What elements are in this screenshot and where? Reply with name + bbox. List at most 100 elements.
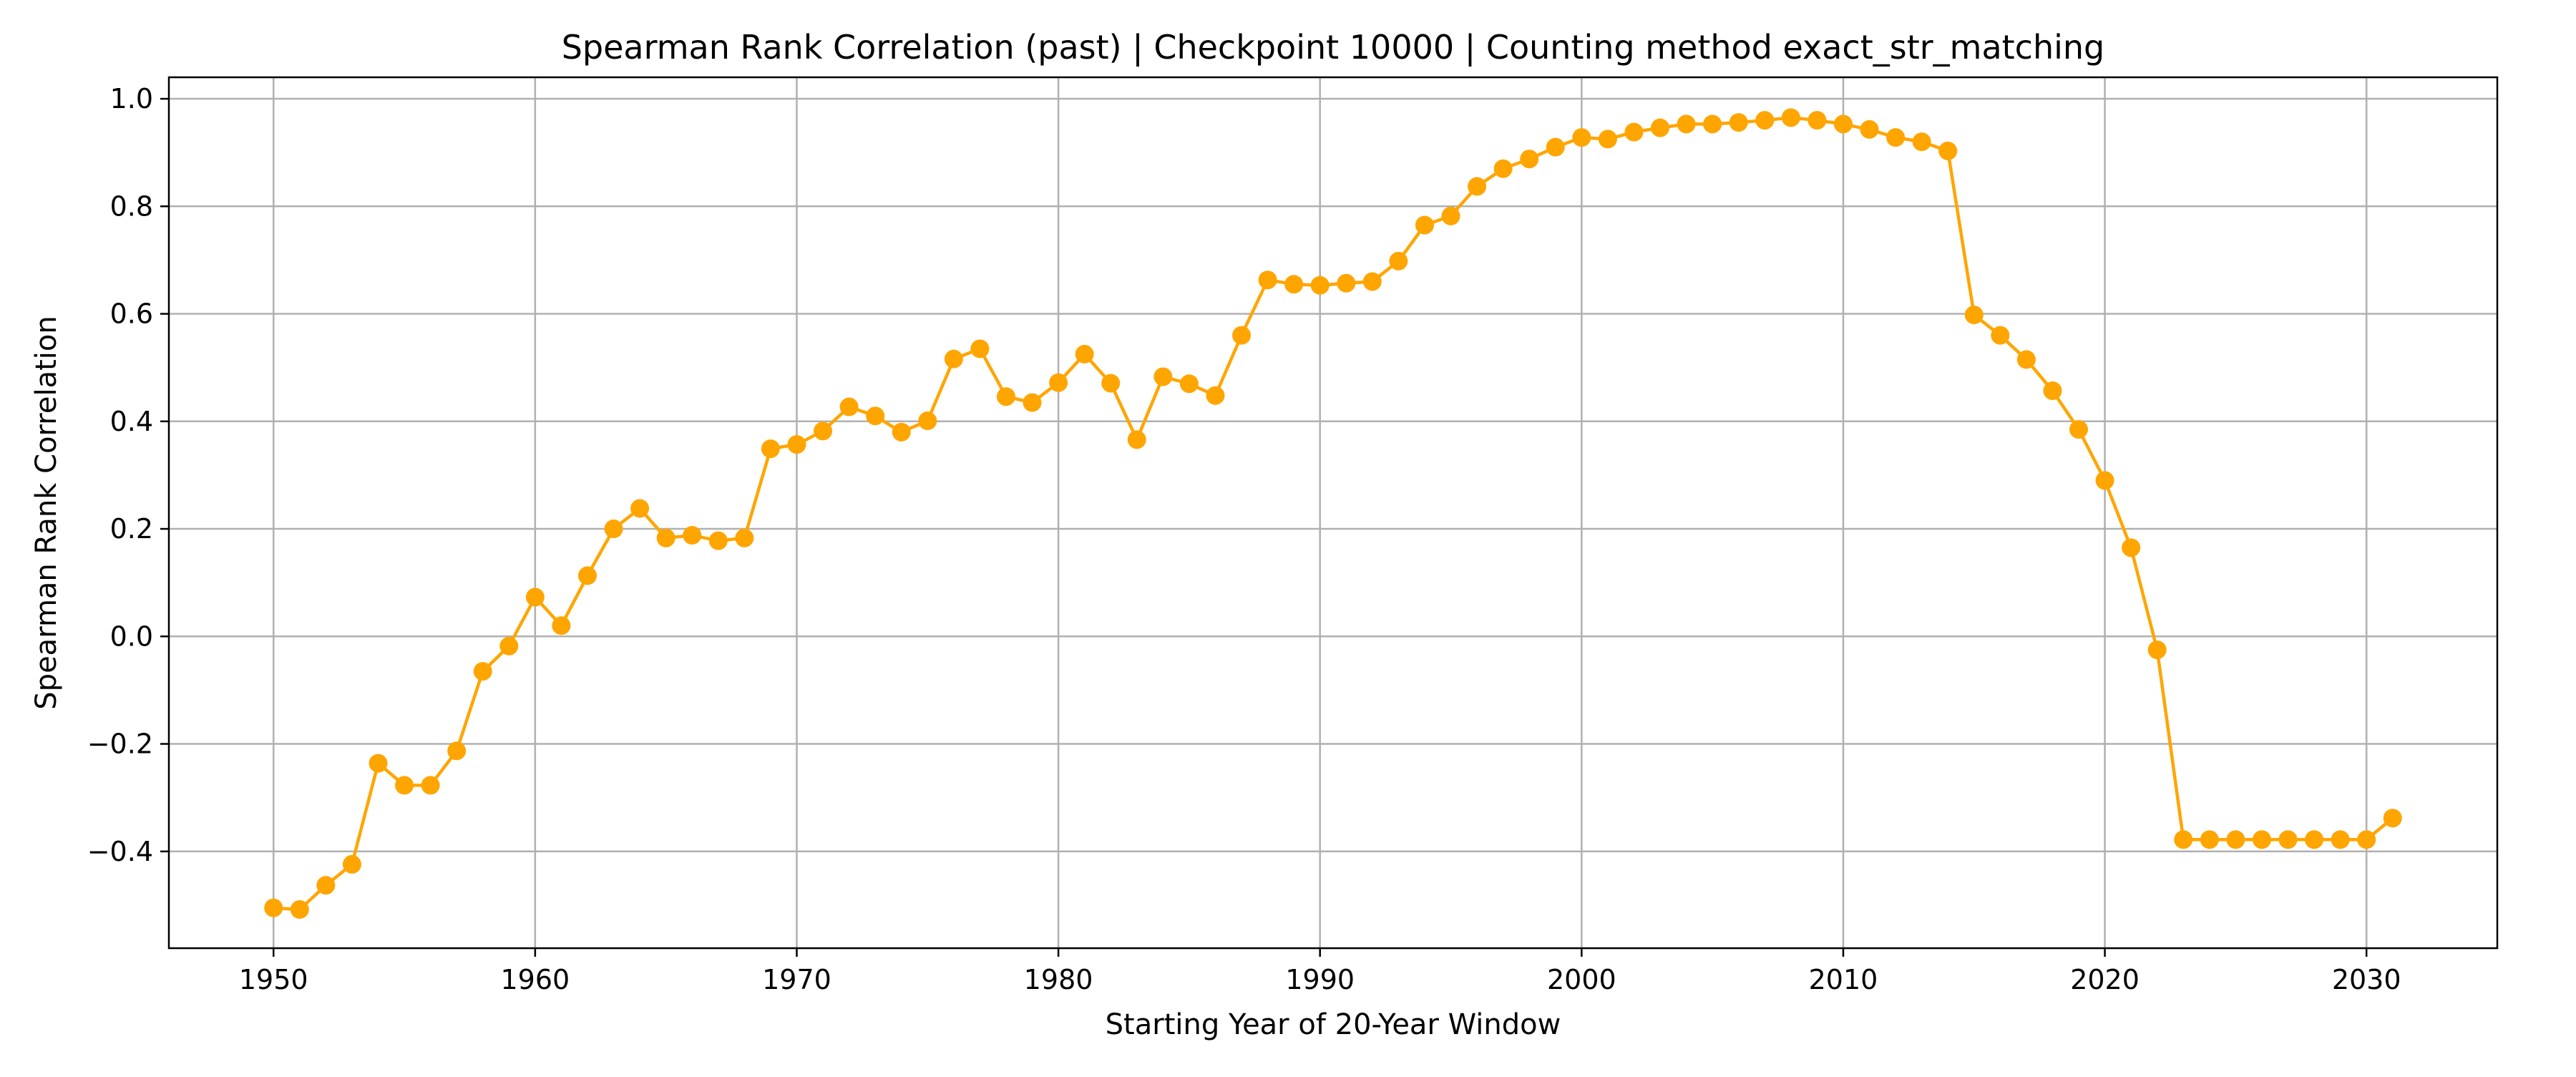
data-point bbox=[944, 349, 963, 369]
x-tick-label: 1950 bbox=[239, 964, 308, 995]
x-tick-label: 1970 bbox=[762, 964, 831, 995]
y-axis-label: Spearman Rank Correlation bbox=[30, 316, 63, 709]
data-point bbox=[1441, 206, 1460, 225]
data-point bbox=[447, 741, 467, 761]
x-tick-label: 1990 bbox=[1285, 964, 1355, 995]
data-point bbox=[1677, 114, 1696, 134]
data-point bbox=[1415, 215, 1434, 235]
data-point bbox=[577, 566, 597, 585]
data-point bbox=[918, 411, 937, 431]
data-point bbox=[2147, 640, 2167, 660]
data-point bbox=[2383, 809, 2402, 828]
data-point bbox=[316, 876, 336, 895]
x-axis-label: Starting Year of 20-Year Window bbox=[1106, 1008, 1561, 1041]
data-point bbox=[1023, 393, 1042, 412]
y-tick-label: 0.6 bbox=[110, 298, 153, 330]
data-point bbox=[2357, 830, 2376, 849]
data-point bbox=[839, 397, 859, 416]
data-point bbox=[892, 422, 911, 442]
data-point bbox=[1389, 251, 1408, 271]
data-point bbox=[1860, 120, 1879, 139]
data-point bbox=[421, 776, 440, 795]
data-point bbox=[1624, 122, 1644, 142]
data-point bbox=[1807, 111, 1827, 130]
data-point bbox=[1833, 114, 1853, 134]
data-point bbox=[1781, 108, 1800, 127]
data-point bbox=[290, 900, 309, 919]
data-point bbox=[2200, 830, 2219, 849]
data-point bbox=[2305, 830, 2324, 849]
data-point bbox=[1912, 132, 1931, 152]
data-point bbox=[708, 531, 728, 550]
y-tick-label: −0.2 bbox=[87, 728, 153, 760]
y-tick-label: 0.0 bbox=[110, 620, 153, 652]
data-point bbox=[1572, 128, 1591, 147]
y-tick-label: 1.0 bbox=[110, 83, 153, 114]
data-point bbox=[814, 421, 833, 441]
data-point bbox=[1493, 159, 1513, 178]
data-point bbox=[552, 616, 571, 635]
data-point bbox=[1075, 344, 1094, 364]
data-point bbox=[787, 435, 806, 454]
data-point bbox=[369, 754, 388, 773]
data-point bbox=[1179, 374, 1199, 394]
data-point bbox=[395, 776, 414, 795]
data-point bbox=[1991, 326, 2010, 345]
axis-ticks: 1950 1960 1970 1980 1990 2000 2010 2020 2030 −0.4… bbox=[87, 83, 2401, 995]
data-point bbox=[604, 520, 623, 539]
data-point bbox=[2226, 830, 2245, 849]
data-point bbox=[1153, 367, 1173, 386]
data-point bbox=[264, 898, 283, 917]
data-point bbox=[473, 662, 492, 681]
data-point bbox=[761, 439, 780, 459]
x-tick-label: 1980 bbox=[1024, 964, 1093, 995]
data-point bbox=[1362, 272, 1382, 291]
data-point bbox=[656, 528, 675, 547]
y-tick-label: −0.4 bbox=[87, 836, 153, 867]
y-tick-label: 0.4 bbox=[110, 406, 153, 437]
data-point bbox=[1520, 150, 1539, 169]
data-point bbox=[525, 588, 545, 607]
x-tick-label: 2020 bbox=[2070, 964, 2140, 995]
data-point bbox=[2252, 830, 2271, 849]
data-point bbox=[683, 526, 702, 545]
chart-title: Spearman Rank Correlation (past) | Check… bbox=[562, 28, 2105, 67]
data-point bbox=[2174, 830, 2193, 849]
data-point bbox=[630, 499, 650, 518]
plot-frame bbox=[167, 76, 2499, 950]
data-point bbox=[970, 339, 990, 359]
data-point bbox=[866, 406, 885, 426]
data-point bbox=[1206, 386, 1225, 405]
data-point bbox=[1964, 306, 1984, 325]
grid bbox=[169, 77, 2497, 948]
data-point bbox=[1284, 275, 1304, 294]
data-point bbox=[1598, 130, 1617, 149]
data-point bbox=[1127, 430, 1146, 449]
series-line bbox=[273, 116, 2394, 912]
data-point bbox=[2016, 350, 2036, 369]
data-point bbox=[1546, 137, 1565, 157]
data-point bbox=[2095, 471, 2114, 490]
data-point bbox=[1468, 177, 1487, 196]
data-point bbox=[2043, 381, 2062, 400]
data-point bbox=[1729, 113, 1748, 132]
data-point bbox=[1101, 374, 1121, 393]
data-point bbox=[1938, 141, 1958, 160]
data-point bbox=[1651, 118, 1670, 137]
data-point bbox=[1755, 111, 1775, 130]
data-point bbox=[1337, 273, 1356, 293]
y-tick-label: 0.8 bbox=[110, 190, 153, 222]
series bbox=[264, 108, 2402, 919]
data-point bbox=[2069, 420, 2089, 439]
data-point bbox=[735, 528, 754, 547]
data-point bbox=[1310, 276, 1330, 295]
data-point bbox=[1232, 326, 1252, 345]
data-point bbox=[996, 387, 1015, 406]
data-point bbox=[342, 854, 361, 874]
data-point bbox=[2278, 830, 2298, 849]
data-point bbox=[1258, 271, 1277, 290]
x-tick-label: 1960 bbox=[501, 964, 570, 995]
data-point bbox=[2122, 538, 2141, 557]
